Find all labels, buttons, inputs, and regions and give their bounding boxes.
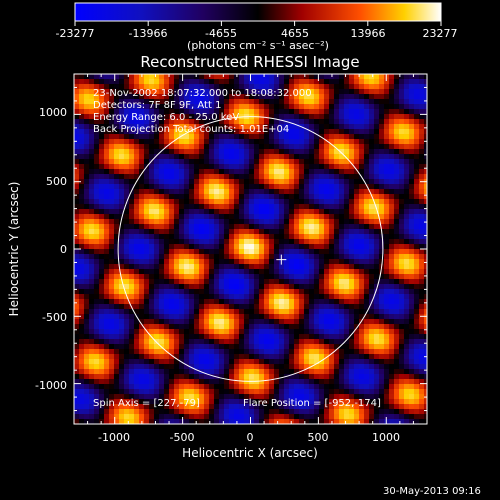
spin-axis-annotation: Spin Axis = [227,-79] (93, 398, 200, 409)
x-axis-label: Heliocentric X (arcsec) (182, 446, 318, 460)
colorbar-tick-label: -23277 (55, 27, 95, 40)
y-tick-label: -1000 (35, 379, 67, 392)
y-axis-label: Heliocentric Y (arcsec) (7, 181, 21, 317)
spin-axis-marker (276, 254, 287, 265)
x-tick-label: 1000 (372, 431, 400, 444)
colorbar-tick-label: 4655 (281, 27, 309, 40)
colorbar-tick-label: 13966 (350, 27, 386, 40)
y-tick-label: 1000 (39, 106, 67, 119)
y-tick-label: -500 (42, 311, 67, 324)
heatmap-image (74, 74, 427, 424)
colorbar-tick-label: 23277 (422, 27, 458, 40)
colorbar-unit-label: (photons cm⁻² s⁻¹ asec⁻²) (187, 39, 329, 52)
solar-limb-circle (117, 116, 384, 382)
colorbar-ticks (74, 21, 442, 26)
x-tick-label: -1000 (98, 431, 130, 444)
colorbar (74, 2, 442, 22)
y-tick-label: 500 (46, 175, 67, 188)
axis-ticks (74, 74, 427, 424)
method-counts-annotation: Back Projection Total counts: 1.01E+04 (93, 124, 290, 135)
x-tick-label: -500 (169, 431, 195, 444)
x-tick-label: 0 (246, 431, 254, 444)
colorbar-tick-label: -4655 (205, 27, 237, 40)
flare-position-annotation: Flare Position = [-952,-174] (243, 398, 381, 409)
chart-title: Reconstructed RHESSI Image (140, 53, 360, 71)
y-tick-label: 0 (60, 243, 67, 256)
footer-date: 30-May-2013 09:16 (383, 486, 481, 497)
detectors-annotation: Detectors: 7F 8F 9F, Att 1 (93, 100, 222, 111)
x-tick-label: 500 (307, 431, 329, 444)
energy-range-annotation: Energy Range: 6.0 - 25.0 keV (93, 112, 240, 123)
time-range-annotation: 23-Nov-2002 18:07:32.000 to 18:08:32.000 (93, 88, 312, 99)
colorbar-tick-label: -13966 (128, 27, 168, 40)
